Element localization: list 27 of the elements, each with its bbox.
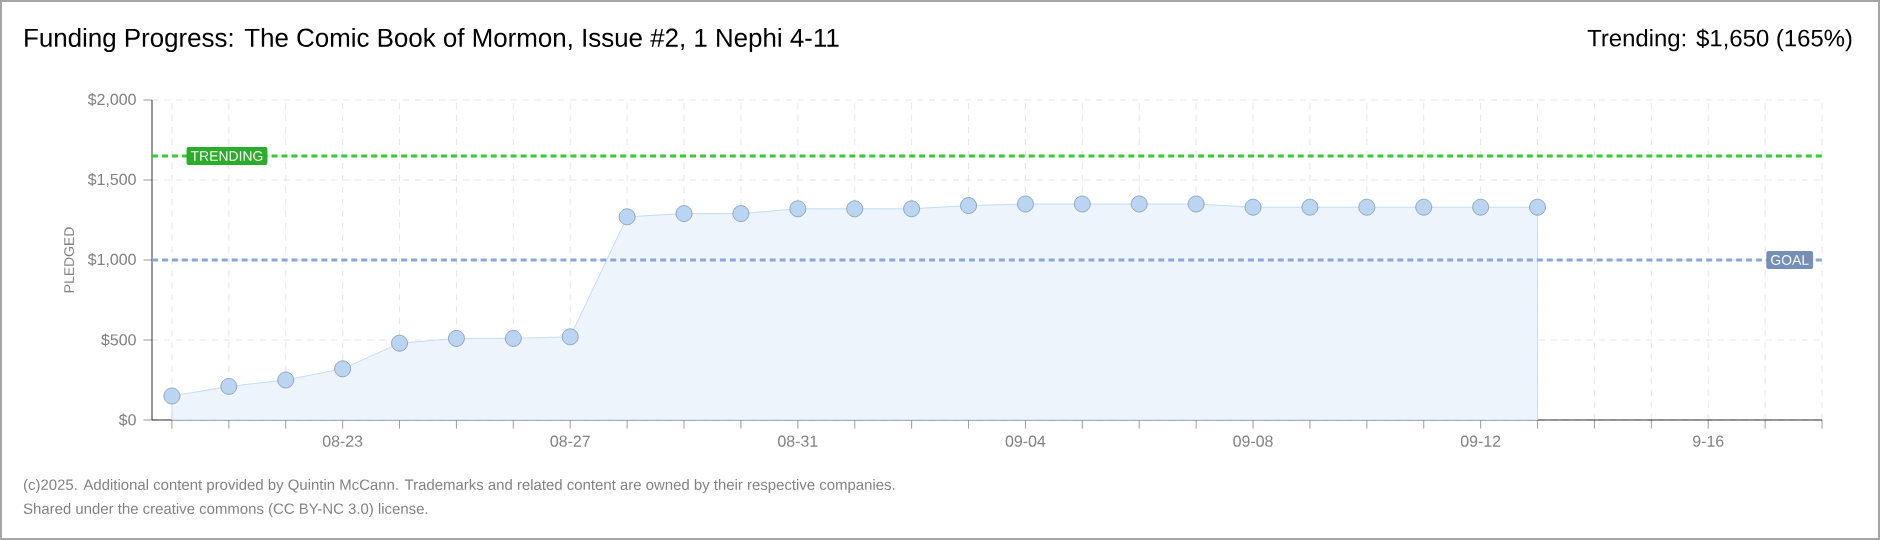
point: [732, 205, 750, 222]
point: [789, 200, 807, 218]
point: [846, 200, 864, 218]
chart-title: Funding Progress: The Comic Book of Mormon, Issue #2, 1 Nephi 4-11: [25, 27, 839, 53]
point: [1073, 195, 1091, 213]
point: [960, 197, 977, 214]
point: [1358, 198, 1376, 216]
point: [1130, 195, 1148, 213]
point: [1472, 198, 1490, 216]
point: [1415, 198, 1433, 216]
point: [220, 378, 238, 395]
point: [903, 200, 921, 218]
point: [1529, 198, 1546, 216]
point: [504, 330, 522, 347]
point: [1187, 195, 1205, 213]
point: [391, 334, 408, 352]
point: [277, 371, 295, 389]
point: [1244, 198, 1262, 216]
point: [448, 330, 465, 347]
point: [675, 205, 693, 222]
point: [163, 387, 181, 405]
point: [1017, 195, 1034, 213]
point: [561, 328, 579, 346]
point: [1301, 198, 1319, 216]
point: [334, 360, 352, 378]
point: [618, 208, 636, 226]
chart-subtitle: Trending: $1,650 (165%): [1587, 28, 1852, 52]
